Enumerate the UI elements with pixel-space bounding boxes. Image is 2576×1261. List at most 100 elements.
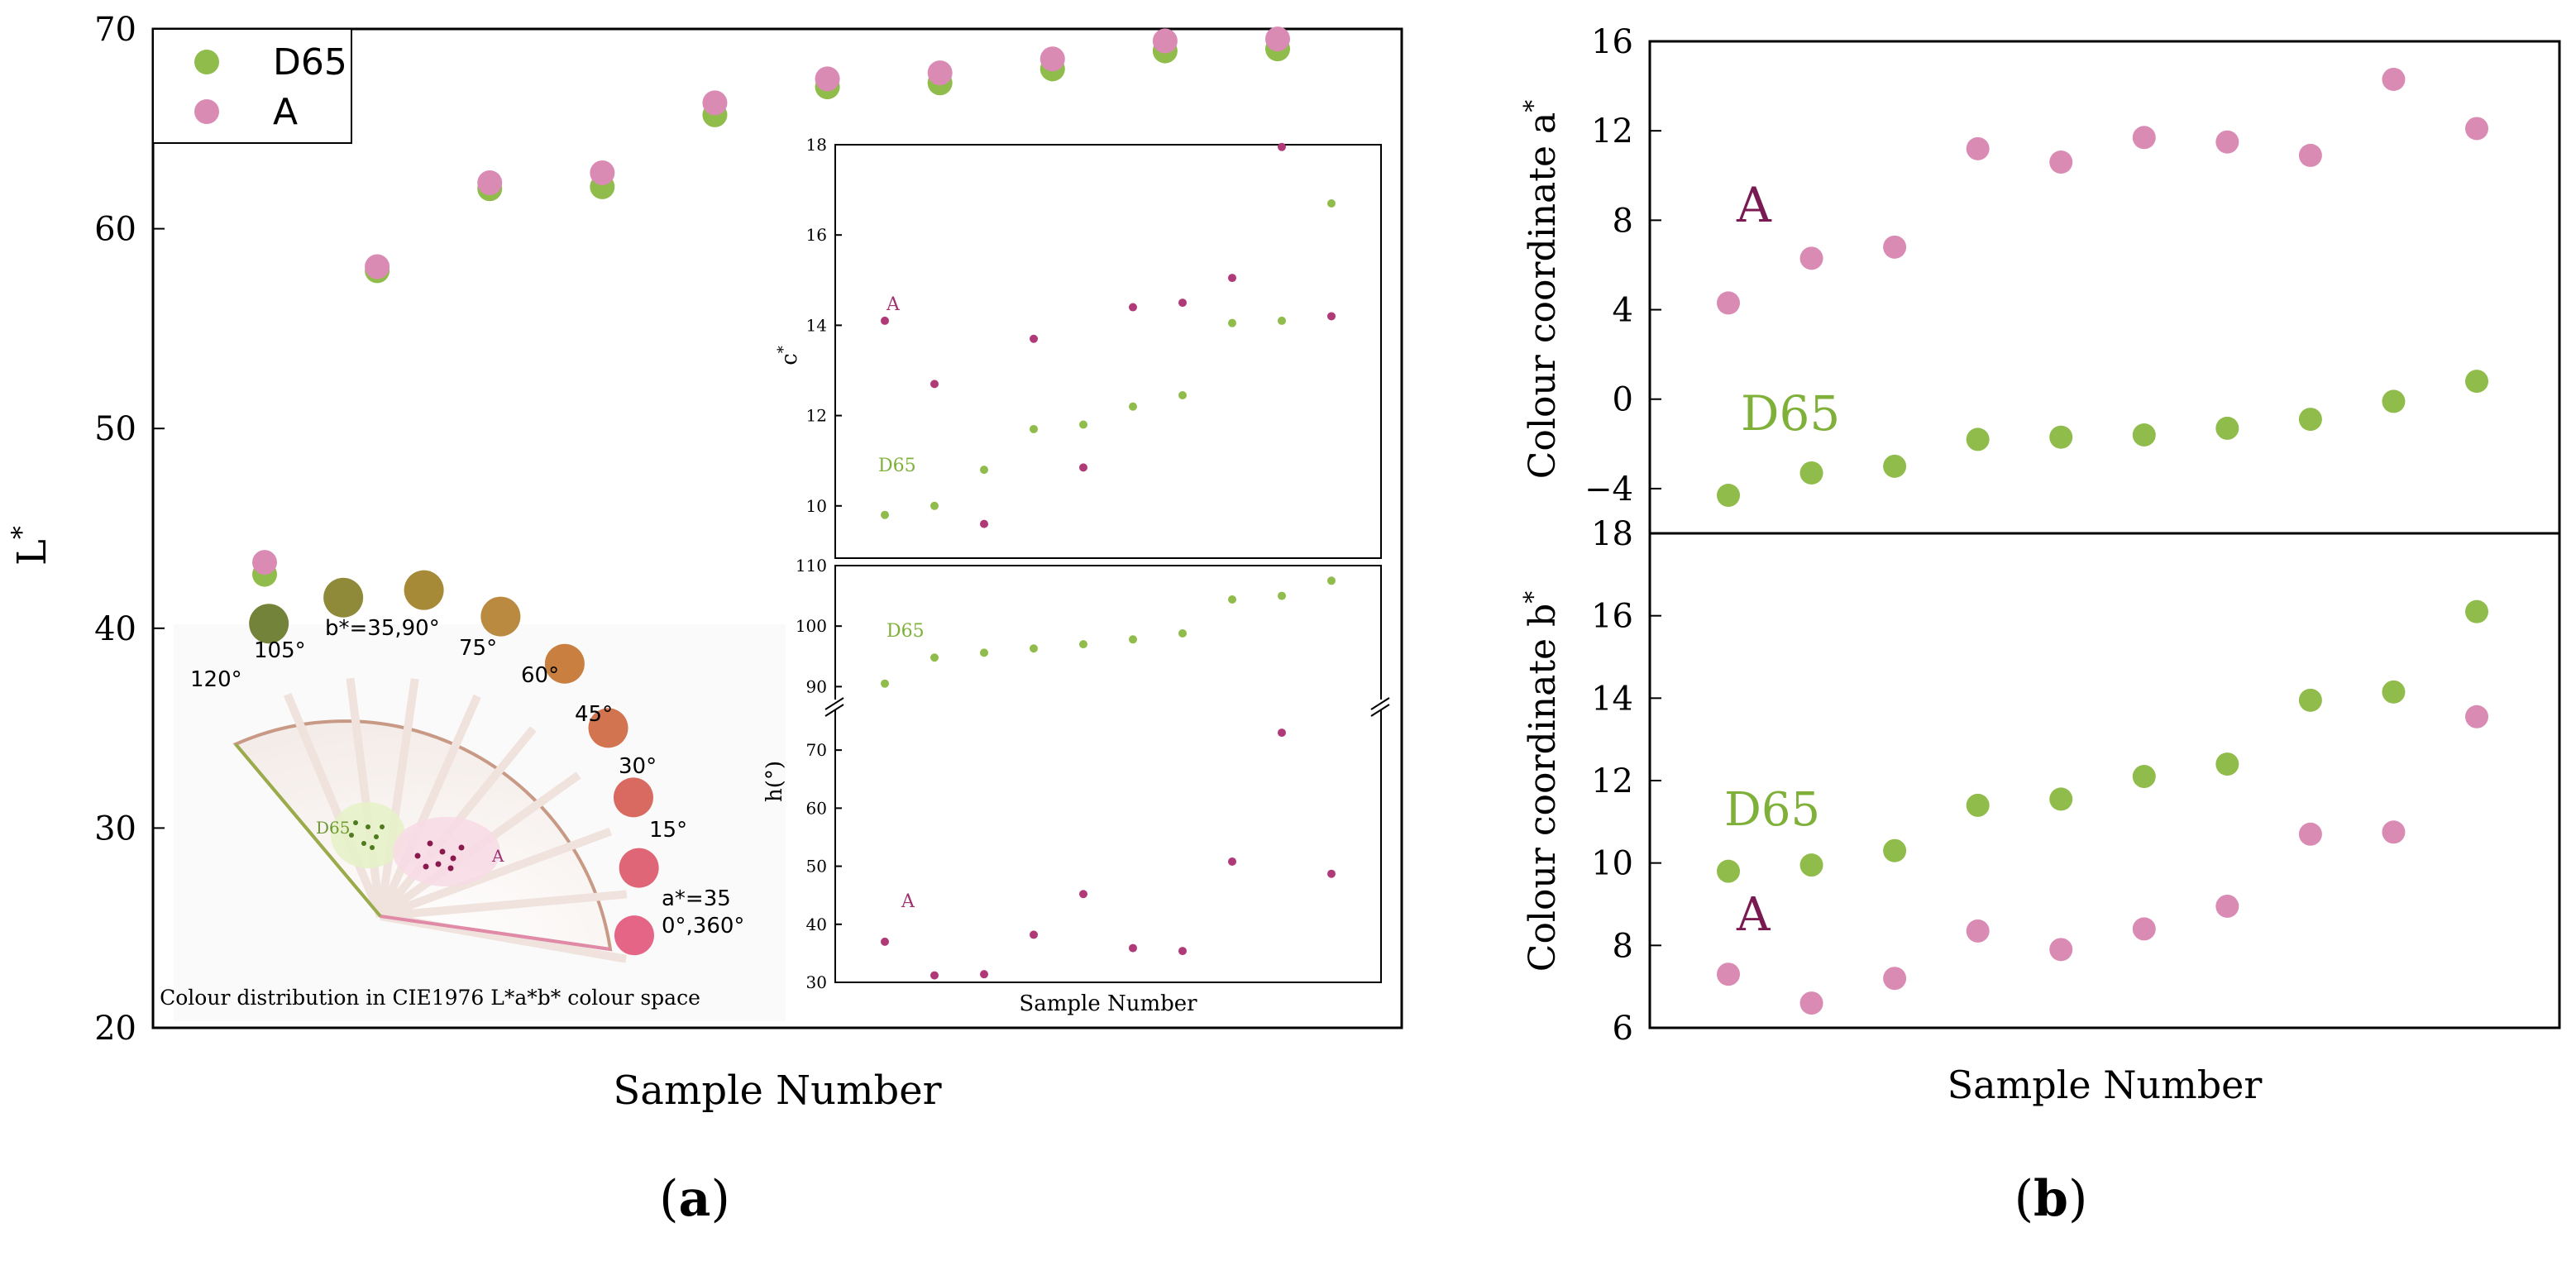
hue-swatch-45 [588, 708, 628, 748]
b-star-point-a-5 [2049, 938, 2073, 962]
y-axis-label-b-star: Colour coordinate b* [1519, 591, 1564, 972]
b-star-point-d65-6 [2132, 765, 2156, 789]
b-star-point-d65-7 [2215, 752, 2239, 776]
a-star-tick-label-3: 8 [1613, 202, 1633, 240]
a-star-point-d65-10 [2465, 370, 2488, 394]
chart-l-star: 20 30 40 50 60 70 L* Sample Number D65 A [6, 11, 1403, 1114]
c-point-d65-1 [881, 510, 889, 519]
hue-label-105: 105° [254, 638, 306, 663]
h-lower-tick-label-1: 40 [806, 915, 827, 934]
chart-h-inset: 90 100 110 30 40 50 60 70 h(°) Sample Number D6… [762, 556, 1390, 1016]
region-dot-a-4 [435, 861, 442, 867]
h-lower-tick-label-0: 30 [806, 972, 827, 992]
annotation-h-a: A [901, 891, 915, 912]
region-dot-d65-4 [361, 841, 366, 846]
h-point-a-1 [881, 937, 889, 946]
a-star-point-a-8 [2298, 143, 2322, 167]
annotation-a-star-a: A [1736, 177, 1772, 233]
y-ticks-b-star: 6 8 10 12 14 16 18 [1591, 515, 1661, 1048]
h-upper-tick-label-0: 90 [806, 676, 827, 696]
b-star-point-a-10 [2465, 705, 2488, 728]
hue-label-60: 60° [521, 663, 559, 688]
a-star-point-d65-6 [2132, 423, 2156, 447]
a-star-point-d65-4 [1966, 427, 1990, 451]
b-star-point-d65-9 [2382, 680, 2406, 704]
b-star-tick-label-5: 16 [1591, 598, 1633, 636]
h-upper-tick-label-2: 110 [796, 556, 827, 576]
b-star-point-d65-8 [2298, 688, 2322, 712]
h-point-d65-4 [1030, 644, 1038, 653]
d65-region [331, 802, 405, 868]
plot-frame-h [834, 565, 1382, 983]
a-star-point-a-3 [1883, 235, 1907, 259]
y-axis-label-c: c* [775, 346, 802, 365]
a-star-point-d65-3 [1883, 454, 1907, 478]
h-lower-tick-label-2: 50 [806, 857, 827, 876]
axis-break-mark-right-1 [1370, 697, 1390, 710]
l-tick-label-1: 30 [94, 810, 136, 848]
c-point-d65-6 [1129, 402, 1137, 411]
fan-ray-120 [284, 692, 385, 918]
h-point-d65-7 [1178, 628, 1187, 638]
b-star-point-a-2 [1799, 991, 1823, 1015]
c-point-a-1 [881, 316, 889, 325]
hue-swatch-60 [544, 643, 585, 684]
hue-label-75: 75° [459, 636, 497, 661]
l-point-a-8 [1039, 46, 1065, 72]
h-upper-tick-label-1: 100 [796, 616, 827, 636]
x-axis-label-b-star: Sample Number [1948, 1063, 2263, 1107]
h-point-a-8 [1228, 857, 1236, 866]
h-point-d65-10 [1327, 576, 1336, 585]
a-star-tick-label-1: 0 [1613, 381, 1633, 419]
h-point-d65-2 [930, 653, 939, 662]
a-star-tick-label-5: 16 [1591, 23, 1633, 61]
h-point-a-9 [1278, 728, 1286, 738]
c-point-d65-2 [930, 501, 939, 510]
h-point-d65-3 [980, 648, 988, 657]
a-star-tick-label-0: −4 [1584, 470, 1633, 509]
y-axis-label-a-star: Colour coordinate a* [1519, 100, 1564, 479]
l-point-a-9 [1152, 28, 1178, 54]
c-point-d65-7 [1178, 391, 1187, 400]
a-star-point-d65-8 [2298, 408, 2322, 432]
region-dot-a-8 [414, 853, 421, 859]
h-point-d65-1 [881, 679, 889, 688]
l-point-a-5 [702, 90, 728, 116]
region-dot-d65-7 [380, 824, 385, 829]
h-point-d65-5 [1079, 640, 1087, 649]
region-dot-a-3 [450, 855, 456, 862]
fan-left-edge [234, 743, 382, 918]
c-point-d65-8 [1228, 318, 1236, 327]
b-star-point-a-7 [2215, 894, 2239, 918]
c-tick-label-1: 12 [806, 406, 827, 426]
c-tick-label-2: 14 [806, 315, 827, 335]
y-axis-label-h: h(°) [762, 761, 787, 802]
c-point-d65-3 [980, 466, 988, 475]
hue-swatch-15 [619, 848, 659, 888]
l-point-a-10 [1265, 26, 1290, 52]
l-tick-label-5: 70 [94, 11, 136, 49]
h-point-d65-6 [1129, 635, 1137, 644]
h-point-a-7 [1178, 947, 1187, 956]
points-h [881, 576, 1336, 980]
y-ticks-a-star: −4 0 4 8 12 16 [1584, 23, 1661, 509]
hue-swatch-0 [614, 915, 654, 956]
c-point-d65-9 [1278, 316, 1286, 325]
legend-marker-d65 [194, 50, 219, 74]
b-star-tick-label-0: 6 [1613, 1010, 1633, 1048]
annotation-c-a: A [886, 294, 901, 315]
a-region-label: A [491, 846, 504, 866]
a-axis-line [380, 915, 611, 951]
color-wheel-inset: D65 A 120° 105° b*=35,90° 75° 60° 45° 30… [160, 570, 786, 1021]
c-point-a-2 [930, 380, 939, 389]
points-a-star [1717, 67, 2488, 508]
hue-label-15: 15° [649, 818, 687, 843]
c-tick-label-0: 10 [806, 496, 827, 516]
region-dot-a-5 [423, 863, 429, 870]
hue-swatch-75 [480, 596, 521, 637]
b-star-point-d65-3 [1883, 838, 1907, 862]
a-region [393, 817, 500, 886]
panel-label-b: (b) [2014, 1170, 2088, 1228]
a-star-point-a-10 [2465, 117, 2488, 141]
region-dot-a-7 [447, 865, 454, 872]
